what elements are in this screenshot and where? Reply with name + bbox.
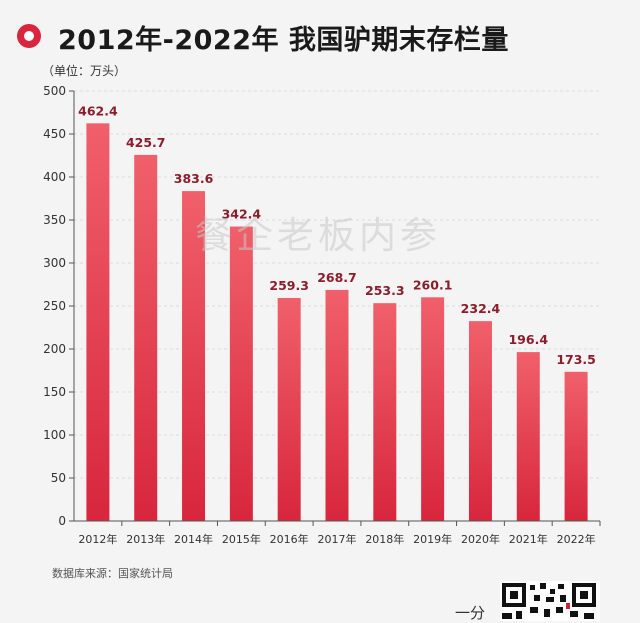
y-tick-label: 200 (43, 342, 66, 356)
title-bullet-icon (17, 24, 41, 48)
data-label: 173.5 (556, 352, 596, 367)
bar (325, 289, 349, 521)
data-label: 425.7 (126, 135, 166, 150)
source-note: 数据库来源：国家统计局 (52, 567, 173, 580)
data-labels: 462.4 425.7 383.6 342.4 259.3 268.7 253.3 260.1… (78, 103, 596, 366)
bar (373, 303, 397, 521)
data-label: 260.1 (413, 277, 453, 292)
chart-header: 2012年-2022年 我国驴期末存栏量 (0, 16, 640, 60)
footer-text: 一分 (455, 604, 486, 622)
bar (182, 191, 206, 521)
y-axis: 0 50 100 150 200 250 300 350 400 450 500 (43, 84, 75, 528)
data-label: 259.3 (269, 278, 309, 293)
x-tick-label: 2021年 (509, 532, 548, 546)
x-axis: 2012年 2013年 2014年 2015年 2016年 2017年 2018年 2019年… (74, 520, 601, 546)
bar-chart: 0 50 100 150 200 250 300 350 400 450 500 462.4 425.… (43, 84, 601, 546)
x-tick-label: 2022年 (557, 532, 596, 546)
x-tick-label: 2016年 (270, 532, 309, 546)
y-tick-label: 500 (43, 84, 66, 98)
y-tick-label: 400 (43, 170, 66, 184)
y-tick-label: 350 (43, 213, 66, 227)
bar (421, 297, 445, 521)
x-tick-label: 2017年 (318, 532, 357, 546)
watermark-text: 餐企老板内参 (195, 214, 441, 257)
bar (134, 154, 158, 521)
y-tick-label: 450 (43, 127, 66, 141)
bar (468, 321, 492, 521)
chart-title: 2012年-2022年 我国驴期末存栏量 (58, 25, 509, 56)
y-tick-label: 50 (51, 471, 66, 485)
x-tick-label: 2015年 (222, 532, 261, 546)
data-label: 253.3 (365, 283, 405, 298)
data-label: 268.7 (317, 270, 357, 285)
data-label: 342.4 (222, 207, 262, 222)
x-tick-label: 2013年 (126, 532, 165, 546)
x-tick-label: 2014年 (174, 532, 213, 546)
x-tick-label: 2020年 (461, 532, 500, 546)
bar (564, 371, 588, 521)
x-tick-label: 2012年 (78, 532, 117, 546)
bar (277, 298, 301, 521)
bar (516, 352, 540, 521)
unit-label: （单位：万头） (42, 64, 127, 78)
bar (86, 123, 110, 521)
qr-code-icon (500, 581, 600, 621)
data-label: 462.4 (78, 103, 118, 118)
x-tick-label: 2018年 (365, 532, 404, 546)
y-tick-label: 100 (43, 428, 66, 442)
y-tick-label: 0 (58, 514, 66, 528)
bars (86, 123, 588, 521)
y-tick-label: 250 (43, 299, 66, 313)
data-label: 232.4 (461, 301, 501, 316)
data-label: 196.4 (508, 332, 548, 347)
gridlines (74, 90, 600, 479)
y-tick-label: 150 (43, 385, 66, 399)
bar (229, 226, 253, 521)
y-tick-label: 300 (43, 256, 66, 270)
data-label: 383.6 (174, 171, 214, 186)
x-tick-label: 2019年 (413, 532, 452, 546)
